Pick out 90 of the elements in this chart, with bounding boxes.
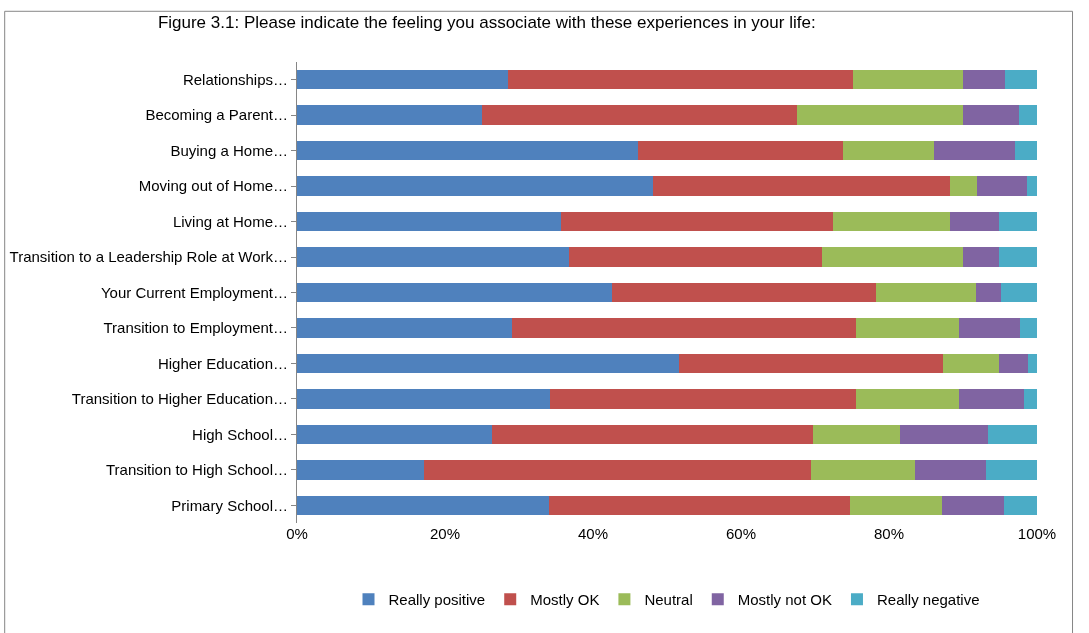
bar: [943, 353, 999, 374]
bar: [963, 247, 1000, 267]
bar: [297, 140, 639, 161]
bar: [941, 495, 1004, 516]
bar: [652, 176, 951, 196]
bar: [876, 282, 977, 303]
bar: [856, 318, 960, 338]
bar: [900, 424, 989, 445]
bar: [950, 211, 1000, 232]
bar: [612, 282, 877, 303]
bar: [998, 353, 1029, 374]
bar: [849, 495, 942, 516]
bar: [1003, 495, 1037, 516]
bar: [959, 389, 1025, 409]
bar: [297, 176, 653, 196]
bar: [852, 69, 963, 90]
y-tick-label: Transition to Higher Education…: [71, 390, 288, 408]
bar: [856, 389, 960, 409]
bar: [1024, 389, 1037, 409]
y-tick-label: Buying a Home…: [170, 141, 288, 159]
y-tick-label: Becoming a Parent…: [145, 106, 288, 124]
bar: [297, 495, 549, 516]
bar: [999, 211, 1037, 232]
legend-label: Mostly OK: [530, 591, 600, 609]
bar: [678, 353, 944, 374]
bar: [550, 389, 857, 409]
bar: [999, 247, 1037, 267]
bar: [297, 424, 492, 445]
legend-label: Really negative: [876, 591, 980, 609]
bar: [977, 176, 1027, 196]
bar: [812, 424, 901, 445]
bar: [976, 282, 1002, 303]
bar: [297, 69, 508, 90]
chart-title: Figure 3.1: Please indicate the feeling you associate with these experiences in your life:: [157, 12, 816, 32]
bar: [511, 318, 857, 338]
bar: [810, 460, 915, 480]
bar: [548, 495, 850, 516]
legend-label: Mostly not OK: [737, 591, 832, 609]
y-tick-label: Higher Education…: [157, 354, 288, 372]
legend-label: Really positive: [388, 591, 486, 609]
y-tick-label: Your Current Employment…: [100, 283, 288, 301]
x-tick-label: 60%: [725, 525, 757, 542]
bar: [491, 424, 813, 445]
bar: [988, 424, 1037, 445]
bar: [297, 389, 551, 409]
bar: [959, 318, 1020, 338]
bar: [796, 105, 963, 125]
y-tick-label: High School…: [192, 425, 288, 443]
x-tick-label: 20%: [429, 525, 461, 542]
y-tick-label: Primary School…: [171, 496, 288, 514]
bar: [1026, 176, 1037, 196]
y-tick-label: Transition to High School…: [105, 461, 288, 479]
bar: [297, 318, 512, 338]
x-tick-label: 80%: [873, 525, 905, 542]
bar: [963, 69, 1006, 90]
bar: [963, 105, 1019, 125]
bar: [297, 460, 425, 480]
bar: [424, 460, 811, 480]
bar: [950, 176, 978, 196]
bar: [482, 105, 797, 125]
bar: [297, 247, 570, 267]
bar: [832, 211, 951, 232]
bar: [569, 247, 823, 267]
bar: [934, 140, 1015, 161]
bar: [1005, 69, 1037, 90]
bar: [1018, 105, 1037, 125]
bar: [1028, 353, 1037, 374]
x-tick-label: 0%: [286, 525, 308, 542]
x-tick-label: 40%: [577, 525, 609, 542]
legend-label: Neutral: [644, 591, 693, 609]
bar: [1019, 318, 1037, 338]
y-tick-label: Moving out of Home…: [138, 177, 288, 195]
y-tick-label: Transition to a Leadership Role at Work…: [9, 248, 288, 266]
bar: [297, 282, 613, 303]
bar: [1001, 282, 1037, 303]
bar: [843, 140, 935, 161]
bar: [297, 211, 562, 232]
bar: [297, 105, 482, 125]
y-tick-label: Relationships…: [182, 70, 288, 88]
bar: [297, 353, 679, 374]
x-tick-label: 100%: [1017, 525, 1057, 542]
bar: [507, 69, 853, 90]
bar: [561, 211, 833, 232]
bar: [914, 460, 986, 480]
y-tick-label: Transition to Employment…: [103, 319, 288, 337]
bar: [822, 247, 963, 267]
bar: [638, 140, 844, 161]
y-tick-label: Living at Home…: [172, 212, 288, 230]
bar: [1014, 140, 1037, 161]
bar: [985, 460, 1037, 480]
